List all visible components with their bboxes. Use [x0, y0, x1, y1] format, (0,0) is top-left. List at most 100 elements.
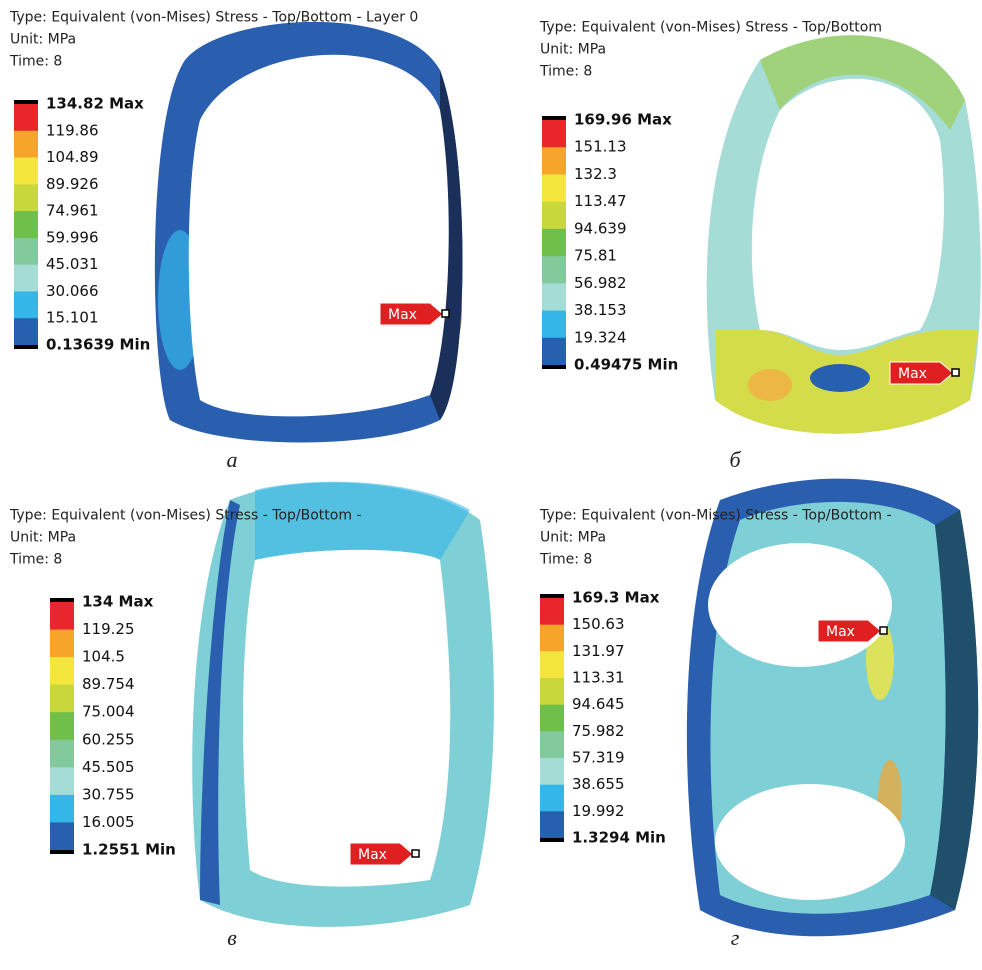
legend-band — [50, 630, 74, 658]
legend-band — [542, 229, 566, 257]
model-a — [155, 22, 463, 443]
caption: а — [227, 447, 238, 472]
legend-label: 38.655 — [572, 775, 625, 793]
legend-label: 131.97 — [572, 642, 625, 660]
legend-label: 169.96 Max — [574, 111, 672, 129]
legend-band — [14, 158, 38, 185]
legend-label: 119.25 — [82, 620, 135, 638]
legend-band — [50, 602, 74, 630]
header-line: Time: 8 — [9, 552, 62, 568]
legend-band — [14, 184, 38, 211]
legend-band — [14, 238, 38, 265]
header-line: Time: 8 — [9, 54, 62, 70]
legend-label: 89.926 — [46, 175, 99, 193]
legend-label: 38.153 — [574, 301, 627, 319]
page: Type: Equivalent (von-Mises) Stress - To… — [0, 0, 982, 970]
header-line: Time: 8 — [539, 552, 592, 568]
caption: г — [731, 925, 740, 950]
legend-label: 19.992 — [572, 802, 625, 820]
legend-label: 132.3 — [574, 165, 617, 183]
legend-label: 30.066 — [46, 282, 99, 300]
legend-label: 1.2551 Min — [82, 841, 176, 859]
legend-band — [50, 657, 74, 685]
legend-band — [542, 256, 566, 284]
model-c — [192, 482, 494, 927]
legend-label: 19.324 — [574, 328, 627, 346]
legend-label: 59.996 — [46, 228, 99, 246]
legend-label: 134 Max — [82, 593, 154, 611]
max-label: Max — [388, 307, 417, 323]
legend-band — [542, 120, 566, 148]
legend-band — [50, 740, 74, 768]
legend-label: 150.63 — [572, 615, 625, 633]
legend-band — [50, 795, 74, 823]
legend-band — [14, 131, 38, 158]
legend-label: 94.639 — [574, 219, 627, 237]
max-point — [412, 850, 419, 857]
legend-band — [50, 822, 74, 850]
legend-label: 75.81 — [574, 247, 617, 265]
legend-label: 60.255 — [82, 730, 135, 748]
max-label: Max — [826, 624, 855, 640]
header-line: Type: Equivalent (von-Mises) Stress - To… — [539, 20, 882, 36]
legend-label: 16.005 — [82, 813, 135, 831]
legend-bottom — [540, 838, 564, 842]
header-line: Unit: MPa — [540, 530, 606, 546]
caption: б — [729, 447, 741, 472]
legend-label: 56.982 — [574, 274, 627, 292]
legend-band — [14, 291, 38, 318]
legend-label: 0.13639 Min — [46, 336, 150, 354]
legend-top — [540, 594, 564, 598]
legend-label: 169.3 Max — [572, 589, 660, 607]
header-line: Type: Equivalent (von-Mises) Stress - To… — [9, 508, 362, 524]
header-line: Type: Equivalent (von-Mises) Stress - To… — [539, 508, 892, 524]
legend-label: 0.49475 Min — [574, 356, 678, 374]
legend-band — [540, 625, 564, 652]
legend-band — [542, 311, 566, 339]
legend-band — [540, 598, 564, 625]
legend-band — [540, 785, 564, 812]
legend-label: 151.13 — [574, 138, 627, 156]
legend-label: 119.86 — [46, 121, 99, 139]
legend-band — [542, 174, 566, 202]
legend-band — [540, 758, 564, 785]
figure: Type: Equivalent (von-Mises) Stress - To… — [0, 0, 982, 970]
legend-label: 75.004 — [82, 703, 135, 721]
legend-band — [50, 767, 74, 795]
legend-label: 45.031 — [46, 255, 99, 273]
legend-band — [540, 651, 564, 678]
legend-label: 94.645 — [572, 695, 625, 713]
max-point — [952, 369, 959, 376]
legend-band — [542, 147, 566, 175]
legend-label: 45.505 — [82, 758, 135, 776]
legend-label: 104.5 — [82, 648, 125, 666]
header-line: Unit: MPa — [10, 530, 76, 546]
caption: в — [227, 925, 237, 950]
legend-label: 57.319 — [572, 749, 625, 767]
header-line: Time: 8 — [539, 64, 592, 80]
legend-band — [540, 731, 564, 758]
model-d — [687, 479, 978, 937]
legend-band — [50, 712, 74, 740]
max-label: Max — [358, 847, 387, 863]
legend-top — [542, 116, 566, 120]
legend-label: 74.961 — [46, 202, 99, 220]
legend-label: 15.101 — [46, 309, 99, 327]
header-line: Type: Equivalent (von-Mises) Stress - To… — [9, 10, 418, 26]
header-line: Unit: MPa — [10, 32, 76, 48]
legend-band — [540, 678, 564, 705]
legend-band — [50, 685, 74, 713]
legend-band — [14, 211, 38, 238]
legend-band — [14, 265, 38, 292]
legend-band — [542, 202, 566, 230]
legend-bottom — [50, 850, 74, 854]
legend-label: 113.47 — [574, 192, 627, 210]
legend-band — [14, 318, 38, 345]
legend-label: 30.755 — [82, 785, 135, 803]
legend-top — [14, 100, 38, 104]
max-point — [442, 310, 449, 317]
max-point — [880, 627, 887, 634]
legend-label: 75.982 — [572, 722, 625, 740]
legend-label: 113.31 — [572, 669, 625, 687]
legend-bottom — [542, 365, 566, 369]
